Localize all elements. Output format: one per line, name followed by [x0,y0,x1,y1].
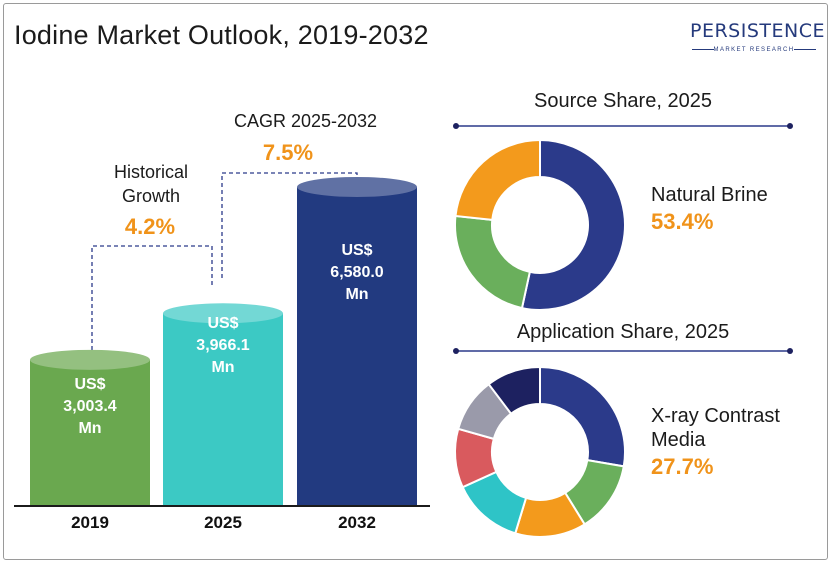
application-rule-dot-right [787,348,793,354]
application-donut [454,365,626,538]
application-rule-dot-left [453,348,459,354]
source-rule-dot-right [787,123,793,129]
bar-label-2025-currency: US$ [207,315,239,332]
historical-value: 4.2% [124,214,176,239]
cagr-connector [221,172,358,278]
bar-body-2025 [163,313,283,505]
bar-cap-2019 [30,349,150,370]
bar-2025 [163,303,283,505]
cagr-label: CAGR 2025-2032 [233,111,378,131]
application-highlight-value: 27.7% [651,454,714,479]
source-highlight-label: Natural Brine [651,184,768,206]
source-rule-dot-left [453,123,459,129]
application-slice-7 [487,365,541,416]
bar-2019 [30,349,150,505]
bar-cap-2032 [297,176,417,197]
bar-label-2025-value: 3,966.1 [196,337,250,354]
bar-label-2019: US$ 3,003.4 Mn [30,374,150,440]
historical-connector [91,245,213,350]
page-title: Iodine Market Outlook, 2019-2032 [14,20,429,50]
bar-label-2019-unit: Mn [78,420,102,437]
historical-label-line-1: Historical [113,162,188,182]
source-highlight-value: 53.4% [651,209,714,234]
bar-label-2032-value: 6,580.0 [330,264,384,281]
source-slice-3 [454,138,541,221]
source-donut [454,138,626,311]
historical-label-line-2: Growth [121,186,181,206]
source-share-title: Source Share, 2025 [534,90,712,112]
application-slice-1 [539,365,626,468]
bar-label-2032-unit: Mn [345,286,369,303]
bar-body-2019 [30,359,150,505]
bar-label-2019-currency: US$ [74,376,106,393]
outer-frame [3,3,828,560]
application-highlight-label: X-ray Contrast Media [651,404,780,452]
bar-body-2032 [297,186,417,505]
bar-label-2025-unit: Mn [211,359,235,376]
bar-2032 [297,176,417,505]
bar-label-2019-value: 3,003.4 [63,398,117,415]
cagr-value: 7.5% [262,140,314,165]
tick-label-2019: 2019 [71,513,109,532]
application-highlight-label-line-1: X-ray Contrast [651,405,780,427]
logo-sub-text: MARKET RESEARCH [713,47,795,53]
bar-label-2032: US$ 6,580.0 Mn [297,240,417,306]
bar-label-2032-currency: US$ [341,242,373,259]
tick-label-2025: 2025 [204,513,242,532]
tick-label-2032: 2032 [338,513,376,532]
bar-chart [30,176,417,505]
bar-cap-2025 [163,303,283,324]
company-logo: PERSISTENCE MARKET RESEARCH [690,20,825,66]
application-share-title: Application Share, 2025 [516,321,730,343]
source-slice-1 [520,138,626,311]
logo-rule-left [692,49,714,50]
logo-rule-right [794,49,816,50]
source-slice-2 [454,214,532,310]
logo-main-text: PERSISTENCE [690,20,825,42]
historical-label: Historical Growth [86,160,216,208]
application-highlight-label-line-2: Media [651,429,706,451]
bar-label-2025: US$ 3,966.1 Mn [163,313,283,379]
